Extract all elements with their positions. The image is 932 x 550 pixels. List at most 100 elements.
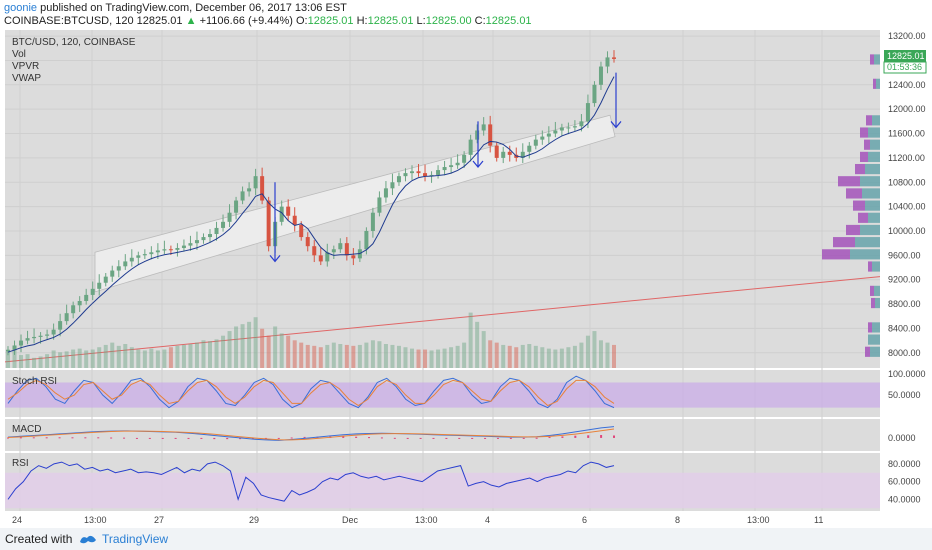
volume-bar — [605, 342, 610, 368]
main-pane[interactable] — [5, 30, 880, 368]
candle — [266, 200, 271, 247]
macd-histogram-bar — [509, 437, 512, 439]
stoch-label[interactable]: Stoch RSI — [12, 376, 57, 387]
symbol-line: COINBASE:BTCUSD, 120 — [4, 15, 134, 27]
volume-bar — [520, 344, 525, 368]
volume-bar — [51, 350, 56, 368]
rsi-label[interactable]: RSI — [12, 458, 29, 469]
volume-bar — [123, 344, 128, 368]
candle — [175, 248, 180, 250]
created-with-text: Created with — [5, 532, 73, 546]
candle — [162, 249, 167, 251]
macd-histogram-bar — [161, 437, 164, 439]
volume-bar — [77, 348, 82, 368]
vpvr-bar — [868, 261, 872, 272]
vpvr-bar — [855, 163, 865, 175]
volume-bar — [579, 342, 584, 368]
volume-bar — [559, 348, 564, 368]
volume-bar — [155, 350, 160, 368]
macd-histogram-bar — [419, 437, 422, 439]
candle — [221, 221, 226, 228]
legend-vol[interactable]: Vol — [12, 49, 26, 60]
tradingview-brand[interactable]: TradingView — [102, 532, 169, 546]
volume-bar — [507, 345, 512, 368]
rsi-line — [7, 461, 615, 502]
vpvr-bar — [873, 78, 876, 89]
candle — [462, 154, 467, 163]
candle — [592, 84, 597, 104]
macd-histogram-bar — [71, 437, 74, 439]
volume-bar — [377, 341, 382, 368]
candle — [416, 171, 421, 174]
stoch-tick-label: 50.0000 — [888, 390, 921, 400]
volume-bar — [370, 340, 375, 368]
candle — [194, 240, 199, 244]
price-tick-label: 12000.00 — [888, 104, 926, 114]
macd-histogram-bar — [406, 437, 409, 439]
candle — [77, 301, 82, 306]
countdown-tag — [883, 61, 927, 74]
candle — [292, 215, 297, 225]
vpvr-bar — [871, 297, 875, 309]
volume-bar — [142, 350, 147, 368]
vpvr-bar — [864, 139, 870, 150]
volume-bar — [462, 342, 467, 368]
volume-bar — [312, 345, 317, 368]
grid-lines — [5, 30, 880, 511]
macd-histogram-bar — [148, 437, 151, 439]
vpvr-bar — [862, 188, 880, 199]
macd-histogram-bar — [432, 437, 435, 439]
vpvr-bar — [860, 224, 880, 236]
price-tick-label: 11200.00 — [888, 153, 925, 163]
candle — [227, 212, 232, 222]
countdown-value: 01:53:36 — [887, 62, 922, 72]
change-up-icon: ▲ — [185, 15, 197, 27]
vpvr-bar — [860, 151, 868, 162]
vpvr-bar — [874, 54, 880, 65]
rsi-tick-label: 60.0000 — [888, 477, 921, 487]
candle — [142, 254, 147, 256]
author-link[interactable]: goonie — [4, 2, 38, 14]
close-label: C: — [474, 15, 486, 27]
candle — [208, 234, 212, 238]
candle — [168, 249, 173, 251]
legend-vpvr[interactable]: VPVR — [12, 61, 39, 72]
candle — [260, 176, 265, 201]
vpvr-bar — [868, 334, 880, 345]
volume-bar — [403, 347, 408, 368]
price-tick-label: 12400.00 — [888, 80, 926, 90]
candle — [116, 266, 121, 271]
time-axis[interactable]: 24 13:00 27 29 Dec 13:00 4 6 8 13:00 11 — [12, 515, 823, 525]
candle — [377, 197, 382, 213]
price-tick-label: 11600.00 — [888, 129, 925, 139]
candle — [494, 145, 499, 158]
time-tick-label: 29 — [249, 515, 259, 525]
volume-bar — [325, 344, 330, 368]
vpvr-bar — [855, 237, 880, 248]
volume-bar — [273, 326, 278, 368]
candle — [58, 321, 63, 330]
candle — [566, 127, 571, 129]
vpvr-bar — [870, 285, 874, 296]
vpvr-bar — [870, 54, 874, 65]
macd-histogram-bar — [277, 437, 280, 439]
price-tag — [884, 50, 926, 62]
chart-canvas[interactable]: 8000.00 8400.00 8800.00 9200.00 9600.00 10000… — [0, 28, 932, 528]
macd-histogram-bar — [522, 437, 525, 439]
volume-bar — [136, 349, 141, 368]
time-tick-label: 13:00 — [84, 515, 107, 525]
legend-vwap[interactable]: VWAP — [12, 73, 41, 84]
macd-histogram-bar — [174, 437, 177, 439]
candle — [344, 243, 349, 256]
volume-bar — [292, 340, 297, 368]
time-tick-label: 13:00 — [747, 515, 770, 525]
volume-bar — [546, 348, 551, 368]
volume-bar — [110, 342, 115, 368]
volume-bar — [201, 340, 206, 368]
volume-bar — [58, 352, 63, 368]
stoch-line — [7, 379, 615, 407]
volume-bar — [286, 335, 291, 368]
volume-bars — [6, 312, 616, 368]
macd-label[interactable]: MACD — [12, 424, 41, 435]
volume-bar — [266, 335, 271, 368]
